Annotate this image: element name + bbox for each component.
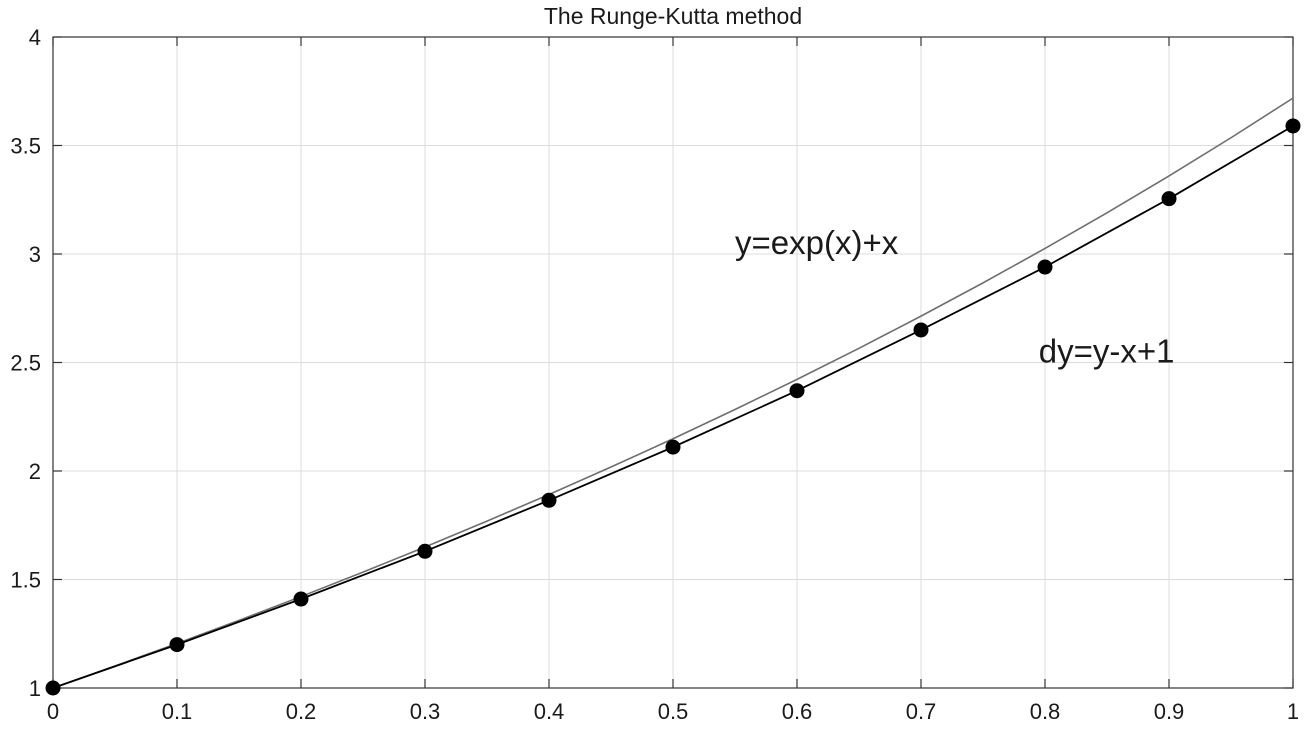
data-point — [665, 439, 681, 455]
x-tick-label: 0.7 — [906, 699, 937, 724]
data-point — [417, 543, 433, 559]
x-tick-label: 0.6 — [782, 699, 813, 724]
y-tick-label: 1 — [29, 676, 41, 701]
x-tick-label: 0.5 — [658, 699, 689, 724]
plot-series — [45, 97, 1301, 696]
annotations: y=exp(x)+x dy=y-x+1 — [735, 224, 1175, 370]
x-tick-label: 0.1 — [162, 699, 193, 724]
grid-lines — [53, 37, 1293, 688]
tick-labels: 0 0.1 0.2 0.3 0.4 0.5 0.6 0.7 0.8 0.9 1 1 1.5 2 2.5 3 3.… — [10, 25, 1299, 724]
y-tick-label: 4 — [29, 25, 41, 50]
data-point — [1161, 191, 1177, 207]
y-tick-label: 3 — [29, 242, 41, 267]
annotation-label-1: y=exp(x)+x — [735, 224, 899, 261]
y-tick-label: 2 — [29, 459, 41, 484]
data-point — [293, 591, 309, 607]
x-tick-label: 1 — [1287, 699, 1299, 724]
y-tick-label: 3.5 — [10, 134, 41, 159]
data-point — [913, 322, 929, 338]
axes — [52, 36, 1294, 689]
data-point — [1037, 259, 1053, 275]
data-point — [789, 383, 805, 399]
data-point — [1285, 118, 1301, 134]
annotation-label-2: dy=y-x+1 — [1039, 333, 1175, 370]
x-tick-label: 0.4 — [534, 699, 565, 724]
data-point — [169, 637, 185, 653]
y-tick-label: 1.5 — [10, 568, 41, 593]
x-tick-label: 0.2 — [286, 699, 317, 724]
series-line-1 — [52, 97, 1294, 689]
x-tick-label: 0.3 — [410, 699, 441, 724]
x-tick-label: 0 — [47, 699, 59, 724]
x-tick-label: 0.8 — [1030, 699, 1061, 724]
data-point — [541, 492, 557, 508]
data-point — [45, 680, 61, 696]
y-tick-label: 2.5 — [10, 351, 41, 376]
x-tick-label: 0.9 — [1154, 699, 1185, 724]
chart-title: The Runge-Kutta method — [544, 3, 802, 29]
